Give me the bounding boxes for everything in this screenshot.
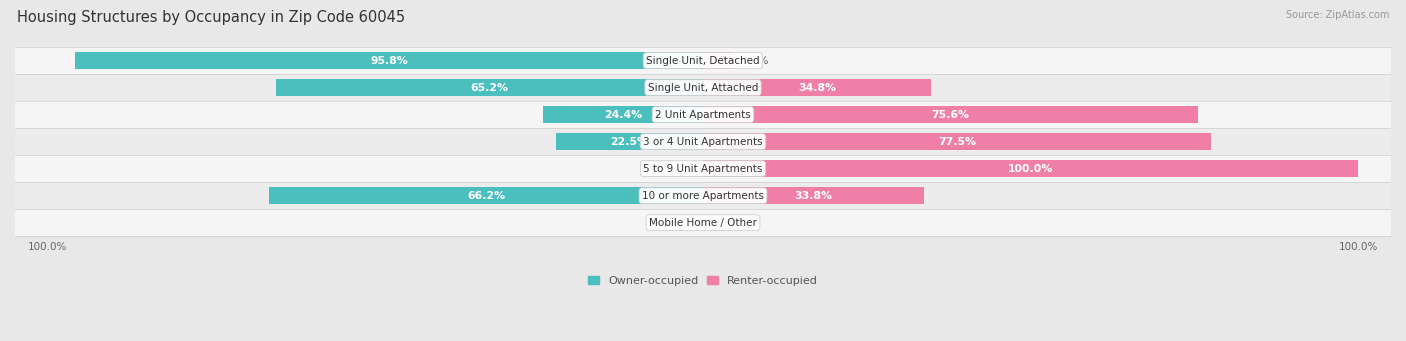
Text: 4.3%: 4.3% — [741, 56, 769, 65]
Text: 65.2%: 65.2% — [471, 83, 509, 92]
Text: Single Unit, Detached: Single Unit, Detached — [647, 56, 759, 65]
Bar — [543, 106, 703, 123]
Bar — [15, 47, 1391, 74]
Bar — [703, 79, 931, 96]
Text: 0.0%: 0.0% — [665, 218, 693, 228]
Text: 3 or 4 Unit Apartments: 3 or 4 Unit Apartments — [643, 137, 763, 147]
Bar — [703, 52, 731, 69]
Text: Housing Structures by Occupancy in Zip Code 60045: Housing Structures by Occupancy in Zip C… — [17, 10, 405, 25]
Text: 34.8%: 34.8% — [799, 83, 837, 92]
Bar — [703, 187, 925, 204]
Bar — [269, 187, 703, 204]
Text: 24.4%: 24.4% — [605, 109, 643, 120]
Bar — [76, 52, 703, 69]
Text: Single Unit, Attached: Single Unit, Attached — [648, 83, 758, 92]
Text: 33.8%: 33.8% — [794, 191, 832, 201]
Text: 5 to 9 Unit Apartments: 5 to 9 Unit Apartments — [644, 164, 762, 174]
Bar — [703, 160, 1358, 177]
Text: 0.0%: 0.0% — [713, 218, 741, 228]
Bar — [15, 209, 1391, 236]
Bar — [15, 128, 1391, 155]
Text: 2 Unit Apartments: 2 Unit Apartments — [655, 109, 751, 120]
Bar — [15, 155, 1391, 182]
Bar — [276, 79, 703, 96]
Bar — [15, 182, 1391, 209]
Bar — [555, 133, 703, 150]
Text: 22.5%: 22.5% — [610, 137, 648, 147]
Text: 66.2%: 66.2% — [467, 191, 505, 201]
Bar — [15, 74, 1391, 101]
Bar — [703, 133, 1211, 150]
Text: 10 or more Apartments: 10 or more Apartments — [643, 191, 763, 201]
Text: 77.5%: 77.5% — [938, 137, 976, 147]
Text: 0.0%: 0.0% — [665, 164, 693, 174]
Bar — [15, 101, 1391, 128]
Text: 100.0%: 100.0% — [1008, 164, 1053, 174]
Text: 75.6%: 75.6% — [932, 109, 970, 120]
Bar — [703, 106, 1198, 123]
Text: Mobile Home / Other: Mobile Home / Other — [650, 218, 756, 228]
Legend: Owner-occupied, Renter-occupied: Owner-occupied, Renter-occupied — [588, 276, 818, 286]
Text: Source: ZipAtlas.com: Source: ZipAtlas.com — [1285, 10, 1389, 20]
Text: 95.8%: 95.8% — [370, 56, 408, 65]
